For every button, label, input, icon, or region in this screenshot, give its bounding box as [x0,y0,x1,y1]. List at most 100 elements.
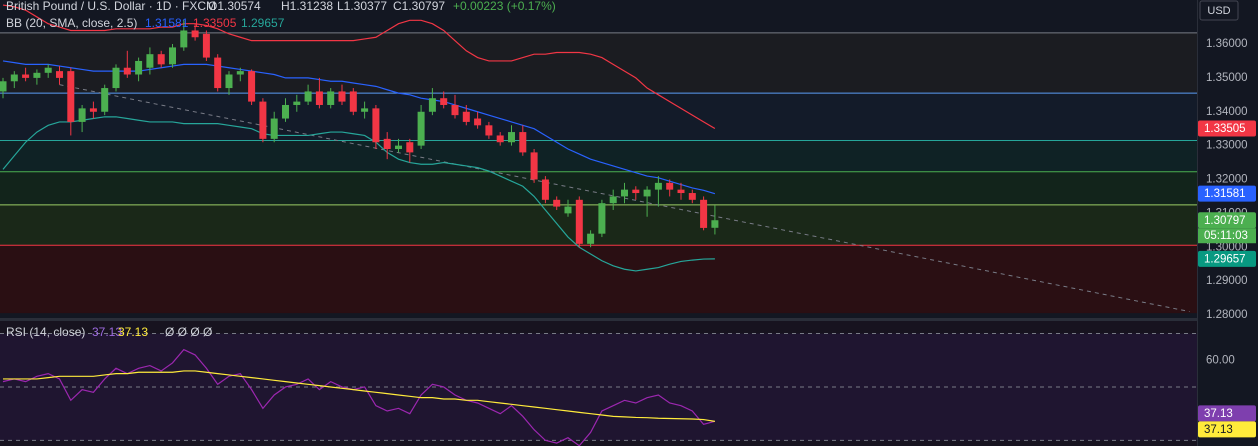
candle-body[interactable] [135,60,143,75]
candle-body[interactable] [440,98,448,105]
rsi-header-value: 37.13 [118,325,148,339]
candle-body[interactable] [451,104,459,116]
candle-body[interactable] [101,88,109,112]
y-tick-label: 1.36000 [1206,38,1248,50]
candle-body[interactable] [508,132,515,143]
candle-body[interactable] [78,108,86,122]
level-zone [0,245,1197,313]
candle-body[interactable] [361,108,369,112]
candle-body[interactable] [157,54,165,65]
candle-body[interactable] [372,108,380,143]
candle-body[interactable] [519,132,527,153]
candle-body[interactable] [553,199,561,207]
y-tick-label: 1.34000 [1206,106,1248,118]
candle-body[interactable] [711,220,719,228]
candle-body[interactable] [462,111,470,122]
candle-body[interactable] [417,111,425,146]
price-badge [1198,405,1256,422]
price-badge [1198,421,1256,438]
indicator-line [2,348,716,446]
candle-body[interactable] [44,67,52,73]
candle-body[interactable] [33,72,41,78]
candle-body[interactable] [485,125,493,136]
candle-body[interactable] [643,189,651,197]
candle-body[interactable] [677,189,685,194]
candle-body[interactable] [530,152,538,180]
rsi-label: RSI (14, close) [6,325,85,339]
price-axis: 1.280001.290001.300001.310001.320001.330… [1198,38,1256,438]
candle-body[interactable] [632,189,640,194]
candle-body[interactable] [146,54,154,68]
candle-body[interactable] [56,71,63,78]
candle-body[interactable] [89,108,97,112]
level-zone [0,140,1197,172]
candle-body[interactable] [564,206,572,214]
indicator-line [2,4,716,130]
y-tick-label: 1.28000 [1206,309,1248,321]
indicator-value: 1.33505 [193,16,237,30]
candle-body[interactable] [598,203,606,234]
level-zone [0,171,1197,205]
candle-body[interactable] [327,91,335,105]
candle-body[interactable] [112,67,120,89]
candle-body[interactable] [225,74,233,89]
candle-body[interactable] [282,104,289,119]
candle-body[interactable] [169,47,176,65]
rsi-header-value: 37.13 [92,325,122,339]
countdown-box [1198,228,1256,244]
rsi-band [0,333,1197,441]
candle-body[interactable] [688,193,696,200]
currency-box[interactable] [1199,0,1239,21]
candle-body[interactable] [270,118,278,139]
candle-body[interactable] [621,189,628,197]
ohlc-high: H1.31238 [281,0,333,13]
candle-body[interactable] [496,135,504,143]
rsi-pane [0,333,1197,446]
y-tick-label: 1.35000 [1206,72,1248,84]
indicator-label: BB (20, SMA, close, 2.5) [6,16,137,30]
candle-body[interactable] [654,182,662,190]
candle-body[interactable] [293,101,301,105]
candle-body[interactable] [259,101,267,139]
candle-body[interactable] [474,118,482,126]
candle-body[interactable] [395,145,402,150]
candle-body[interactable] [587,233,595,244]
candle-body[interactable] [248,71,256,102]
candle-body[interactable] [575,199,583,244]
candle-body[interactable] [700,199,708,228]
level-zone [0,312,1197,318]
candle-body[interactable] [0,81,7,92]
candle-body[interactable] [214,57,222,89]
y-tick-label: 1.29000 [1206,275,1248,287]
symbol-title: British Pound / U.S. Dollar · 1D · FXCM [6,0,216,13]
candle-body[interactable] [123,67,131,75]
price-badge [1198,250,1256,267]
candle-body[interactable] [406,142,414,153]
y-tick-label: 1.33000 [1206,140,1248,152]
candle-body[interactable] [202,33,210,58]
candle-body[interactable] [383,138,391,150]
candle-body[interactable] [609,196,617,204]
candle-body[interactable] [666,182,674,190]
price-badge-label: 37.13 [1204,408,1233,420]
candle-body[interactable] [191,30,199,38]
y-tick-label: 60.00 [1206,354,1235,366]
candle-body[interactable] [22,74,30,78]
candle-body[interactable] [180,30,188,48]
candle-body[interactable] [338,91,346,102]
indicator-value: 1.29657 [241,16,285,30]
price-badge [1198,185,1256,202]
candle-body[interactable] [304,91,312,102]
price-badge-label: 1.31581 [1204,188,1246,200]
candle-body[interactable] [428,98,436,112]
price-badge-label: 1.29657 [1204,253,1246,265]
candle-body[interactable] [349,91,357,112]
candle-body[interactable] [10,74,18,82]
rsi-header-value: Ø Ø Ø Ø [165,325,212,339]
candle-body[interactable] [315,91,323,105]
candle-body[interactable] [236,71,244,75]
candle-body[interactable] [67,71,75,122]
candle-body[interactable] [541,179,549,200]
change: +0.00223 (+0.17%) [453,0,556,13]
